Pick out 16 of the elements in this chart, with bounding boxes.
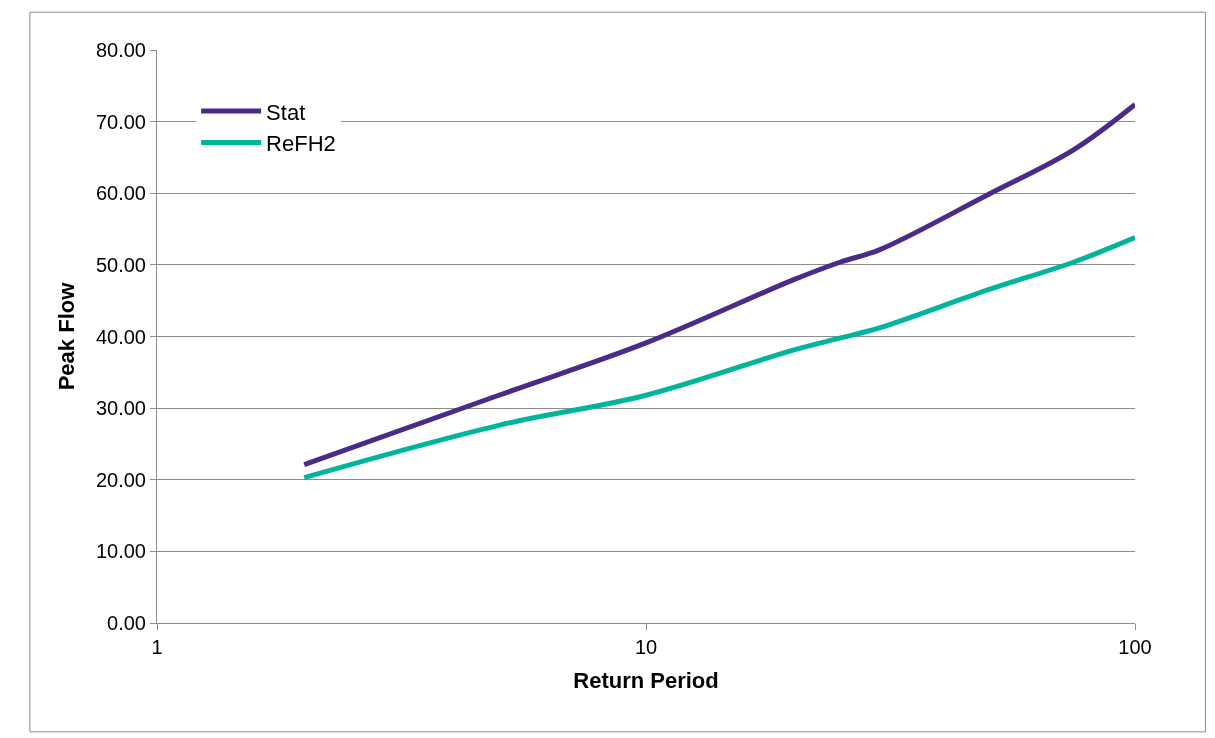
legend-label: ReFH2 — [266, 131, 336, 157]
y-tick-label: 70.00 — [95, 110, 146, 133]
y-tick-label: 40.00 — [95, 325, 146, 348]
legend-label: Stat — [266, 99, 306, 125]
y-tick-label: 80.00 — [95, 39, 146, 61]
x-tick-label: 100 — [1118, 636, 1152, 658]
y-tick-label: 0.00 — [107, 612, 146, 634]
y-tick-label: 50.00 — [95, 253, 146, 276]
x-tick-label: 10 — [634, 636, 658, 658]
x-axis-title: Return Period — [573, 667, 719, 693]
y-tick-label: 30.00 — [95, 397, 146, 420]
y-tick-label: 20.00 — [95, 468, 146, 491]
y-tick-label: 10.00 — [95, 540, 146, 563]
y-axis-title: Peak Flow — [53, 281, 79, 391]
x-tick-label: 1 — [151, 636, 163, 658]
y-tick-label: 60.00 — [95, 182, 146, 205]
